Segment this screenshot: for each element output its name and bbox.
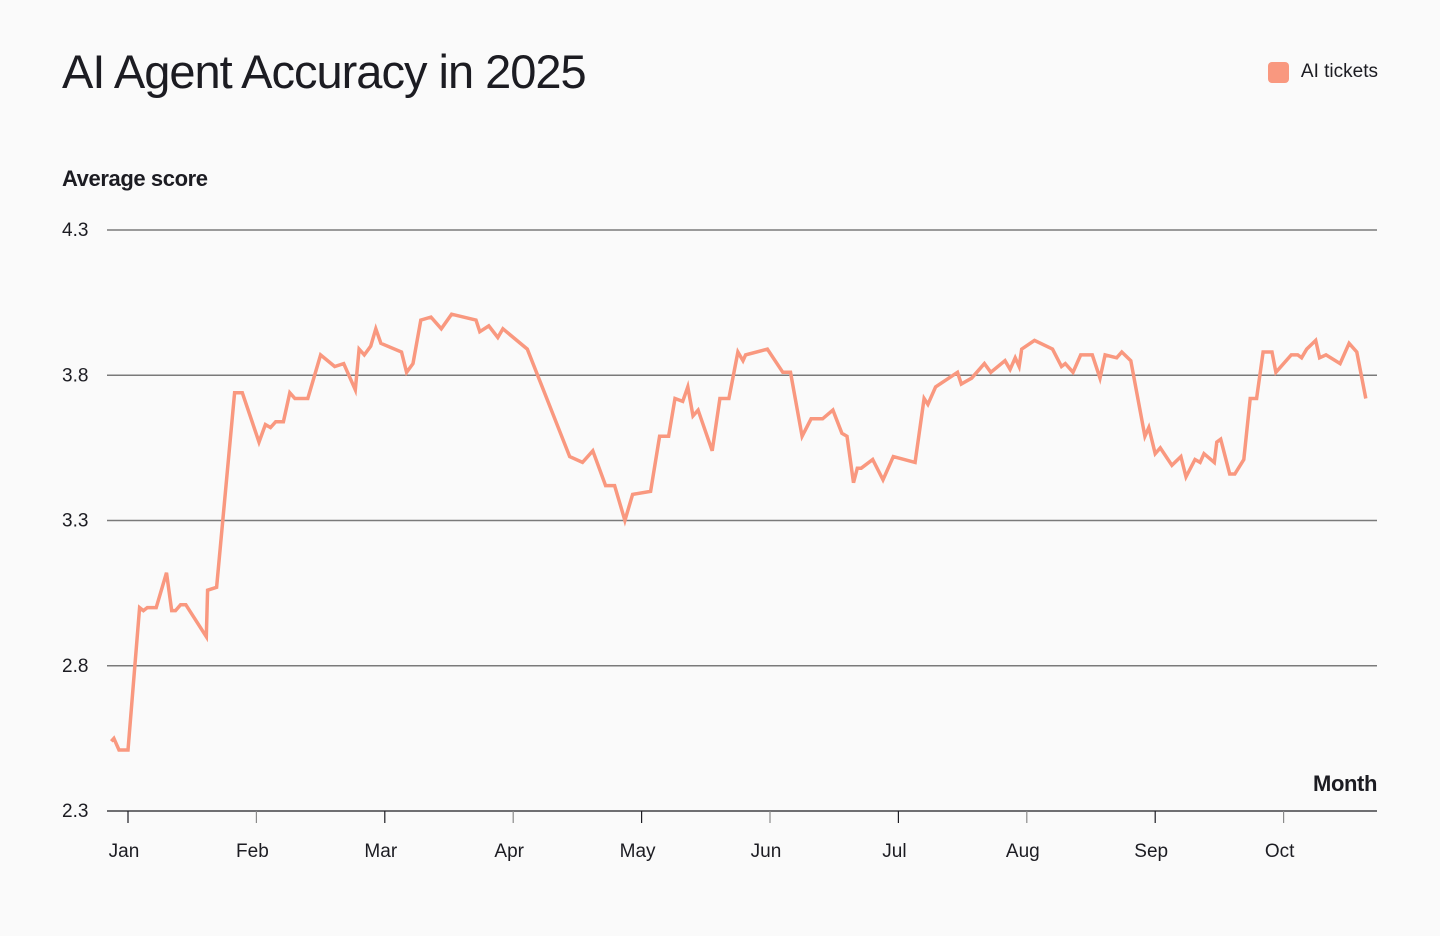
gridlines [107,229,1377,812]
x-tick-label: May [620,841,656,862]
legend-swatch-icon [1267,61,1289,83]
series-line-ai-tickets [109,312,1368,752]
x-axis-title: Month [1313,771,1377,796]
x-tick-label: Jan [109,841,140,862]
x-tick-label: Apr [494,841,524,862]
x-tick-label: Aug [1006,841,1040,862]
y-tick-label: 2.3 [62,801,88,822]
legend-label: AI tickets [1300,61,1378,82]
x-tick-label: Sep [1134,841,1168,862]
chart-title: AI Agent Accuracy in 2025 [62,45,587,98]
x-tick-label: Jul [882,841,906,862]
y-tick-label: 2.8 [62,656,88,677]
y-axis-ticks: 4.3 3.8 3.3 2.8 2.3 [62,220,88,822]
x-tick-label: Feb [236,841,269,862]
legend: AI tickets [1267,61,1378,83]
y-tick-label: 3.8 [62,365,88,386]
x-tick-label: Oct [1265,841,1295,862]
x-tick-label: Mar [364,841,397,862]
x-axis: Jan Feb Mar Apr May Jun Jul Aug Sep Oct [109,811,1295,862]
y-tick-label: 3.3 [62,511,88,532]
x-tick-label: Jun [751,841,782,862]
y-tick-label: 4.3 [62,220,88,241]
y-axis-title: Average score [62,166,208,191]
